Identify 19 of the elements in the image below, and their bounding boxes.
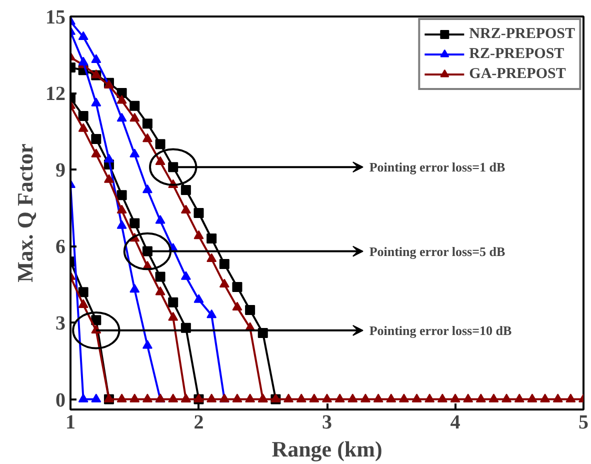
legend-label: NRZ-PREPOST xyxy=(469,26,575,42)
x-axis-title: Range (km) xyxy=(272,436,382,462)
x-tick-label: 4 xyxy=(450,412,460,434)
y-tick-label: 9 xyxy=(56,160,66,182)
x-tick-label: 5 xyxy=(578,412,588,434)
x-tick-label: 1 xyxy=(66,412,76,434)
y-tick-label: 0 xyxy=(56,389,66,412)
y-tick-label: 12 xyxy=(46,83,66,106)
annotation: Pointing error loss=5 dB xyxy=(369,244,506,259)
y-tick-label: 6 xyxy=(56,236,66,258)
annotation: Pointing error loss=10 dB xyxy=(369,322,512,338)
y-axis-title: Max. Q Factor xyxy=(12,143,38,282)
y-tick-label: 3 xyxy=(56,312,66,335)
annotation: Pointing error loss=1 dB xyxy=(369,160,506,175)
legend-label: GA-PREPOST xyxy=(469,66,566,82)
x-tick-label: 3 xyxy=(322,412,332,434)
legend-label: RZ-PREPOST xyxy=(469,46,564,62)
y-tick-label: 15 xyxy=(46,6,66,28)
x-tick-label: 2 xyxy=(194,412,204,434)
